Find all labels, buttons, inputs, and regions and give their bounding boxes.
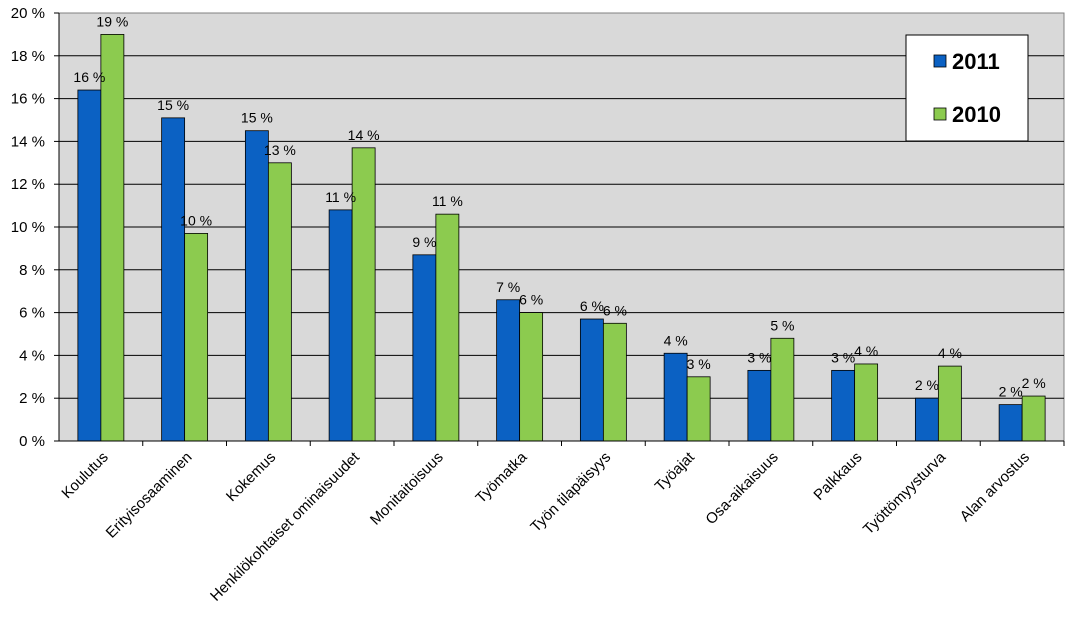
y-tick-label: 6 %	[19, 305, 45, 322]
bar-2010-4	[435, 213, 460, 442]
category-label: Palkkaus	[810, 449, 865, 504]
bar-2011-2	[244, 130, 269, 442]
bars	[77, 34, 1046, 442]
legend-swatch-2010	[933, 107, 947, 121]
bar-2011-10	[914, 397, 939, 442]
data-label-2010-6: 6 %	[603, 302, 627, 318]
y-tick-label: 20 %	[11, 5, 45, 22]
bar-2010-7	[686, 376, 711, 442]
bar-2010-6	[602, 322, 627, 442]
y-tick-label: 2 %	[19, 390, 45, 407]
data-label-2010-8: 5 %	[770, 317, 794, 333]
category-label: Kokemus	[223, 449, 279, 505]
data-label-2010-10: 4 %	[938, 345, 962, 361]
data-label-2011-3: 11 %	[325, 189, 356, 205]
y-tick-label: 10 %	[11, 219, 45, 236]
bar-2011-11	[998, 404, 1023, 442]
bar-2011-8	[747, 369, 772, 442]
data-label-2010-7: 3 %	[687, 356, 711, 372]
category-label: Työmatka	[472, 448, 530, 506]
legend-label-2011: 2011	[952, 49, 1000, 74]
data-label-2011-1: 15 %	[157, 97, 189, 113]
legend-label-2010: 2010	[952, 102, 1001, 127]
legend-swatch-2011	[933, 54, 947, 68]
bar-2011-9	[831, 369, 856, 442]
data-label-2010-3: 14 %	[348, 127, 380, 143]
data-label-2011-7: 4 %	[664, 332, 688, 348]
bar-2010-2	[267, 162, 292, 442]
bar-2010-9	[854, 363, 879, 442]
data-label-2010-0: 19 %	[96, 13, 128, 29]
category-label: Osa-aikaisuus	[702, 449, 781, 528]
category-label: Koulutus	[58, 449, 111, 502]
data-label-2011-10: 2 %	[915, 377, 939, 393]
data-label-2010-9: 4 %	[854, 343, 878, 359]
bar-2011-1	[161, 117, 186, 442]
bar-2010-1	[184, 233, 209, 442]
y-tick-label: 8 %	[19, 262, 45, 279]
data-label-2011-0: 16 %	[73, 69, 105, 85]
bar-2010-11	[1021, 395, 1046, 442]
data-label-2011-2: 15 %	[241, 110, 273, 126]
category-label: Henkilökohtaiset ominaisuudet	[207, 448, 363, 604]
category-label: Työajat	[652, 448, 699, 495]
y-tick-label: 14 %	[11, 133, 45, 150]
data-label-2010-4: 11 %	[432, 193, 463, 209]
data-label-2011-8: 3 %	[747, 349, 771, 365]
data-label-2010-2: 13 %	[264, 142, 296, 158]
category-label: Alan arvostus	[957, 449, 1033, 525]
bar-2010-5	[519, 312, 544, 442]
y-tick-label: 12 %	[11, 176, 45, 193]
legend-box	[905, 34, 1029, 142]
bar-2010-10	[937, 365, 962, 442]
category-label: Työttömyysturva	[860, 448, 950, 538]
data-label-2011-9: 3 %	[831, 349, 855, 365]
category-label: Erityisosaaminen	[103, 449, 196, 542]
gridlines	[59, 55, 1064, 399]
legend: 2011 2010	[905, 34, 1029, 142]
bar-2011-4	[412, 254, 437, 442]
data-label-2011-5: 7 %	[496, 279, 520, 295]
y-tick-label: 0 %	[19, 433, 45, 450]
bar-2010-0	[100, 34, 125, 442]
bar-2010-8	[770, 337, 795, 442]
bar-2011-3	[328, 209, 353, 442]
data-label-2010-5: 6 %	[519, 292, 543, 308]
y-tick-label: 4 %	[19, 347, 45, 364]
data-label-2011-4: 9 %	[412, 234, 436, 250]
data-label-2011-6: 6 %	[580, 298, 604, 314]
data-labels: 16 % 19 % 15 % 10 % 15 % 13 % 11 % 14 % 9 % 11 % 7…	[73, 13, 1045, 399]
y-tick-label: 18 %	[11, 48, 45, 65]
y-tick-label: 16 %	[11, 91, 45, 108]
bar-2011-0	[77, 89, 102, 442]
category-label: Työn tilapäisyys	[527, 449, 614, 536]
data-label-2011-11: 2 %	[999, 384, 1023, 400]
category-label: Monitaitoisuus	[367, 449, 447, 529]
bar-2011-7	[663, 352, 688, 442]
data-label-2010-11: 2 %	[1022, 375, 1046, 391]
bar-2011-6	[579, 318, 604, 442]
y-axis-ticks: 0 % 2 % 4 % 6 % 8 % 10 % 12 % 14 % 16 % 18 % 20 %	[11, 5, 59, 450]
bar-2011-5	[496, 299, 521, 442]
data-label-2010-1: 10 %	[180, 212, 212, 228]
